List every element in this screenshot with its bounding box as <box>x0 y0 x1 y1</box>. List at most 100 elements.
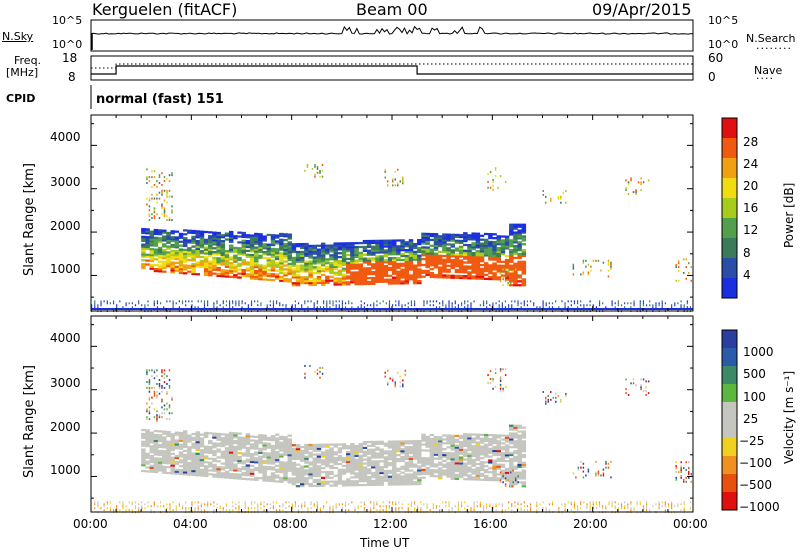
velocity-cell <box>376 503 378 506</box>
power-cell <box>174 238 180 241</box>
power-cell <box>400 247 405 250</box>
power-cell <box>337 261 343 265</box>
power-cell <box>170 255 175 258</box>
power-cell <box>610 265 612 268</box>
power-cell <box>335 300 337 303</box>
velocity-cell <box>169 507 171 510</box>
velocity-cell <box>492 379 494 382</box>
power-cell <box>182 229 188 232</box>
velocity-cell <box>375 477 380 481</box>
power-data <box>91 164 693 313</box>
velocity-cell <box>371 452 376 455</box>
velocity-cell <box>492 463 497 466</box>
power-cell <box>548 302 550 305</box>
velocity-cell <box>228 443 234 446</box>
power-cell <box>351 306 353 309</box>
velocity-cell <box>417 477 422 480</box>
power-cell <box>262 253 267 256</box>
velocity-cell <box>387 458 393 461</box>
power-cell <box>197 306 199 309</box>
power-cell <box>191 268 196 272</box>
power-cell <box>241 270 246 274</box>
power-cell <box>241 245 246 248</box>
power-cell <box>463 271 468 274</box>
power-cell <box>162 262 167 266</box>
velocity-cell <box>358 470 364 473</box>
velocity-cell <box>312 469 318 472</box>
power-cell <box>228 232 234 236</box>
power-cell <box>91 304 93 307</box>
velocity-cell <box>149 470 155 473</box>
power-cell <box>442 233 447 236</box>
velocity-cell <box>385 507 387 510</box>
velocity-cell <box>492 436 497 439</box>
power-cell <box>471 267 476 270</box>
velocity-cell <box>195 460 200 463</box>
power-cell <box>442 266 447 269</box>
power-cell <box>191 241 196 244</box>
velocity-cell <box>178 503 180 506</box>
power-cell <box>366 243 372 247</box>
power-cell <box>149 240 155 243</box>
velocity-cell <box>433 457 439 460</box>
power-cell <box>404 250 410 254</box>
power-cell <box>222 300 224 303</box>
power-cell <box>354 265 359 268</box>
velocity-cell <box>517 475 522 478</box>
velocity-cell <box>228 468 234 472</box>
velocity-cell <box>442 438 447 441</box>
power-cell <box>138 300 140 303</box>
power-cell <box>216 241 221 244</box>
velocity-cell <box>475 445 481 448</box>
velocity-cell <box>149 456 155 460</box>
power-cell <box>304 279 309 283</box>
power-cell <box>195 251 200 254</box>
velocity-cell <box>249 454 255 458</box>
velocity-cell <box>191 460 196 463</box>
velocity-cell <box>387 479 393 482</box>
velocity-cell <box>396 469 401 472</box>
velocity-cell <box>425 457 430 460</box>
velocity-cell <box>146 381 148 383</box>
velocity-cell <box>224 441 230 444</box>
velocity-cell <box>187 450 192 453</box>
power-cell <box>492 248 497 252</box>
power-cell <box>371 276 376 280</box>
power-cell <box>412 246 418 250</box>
velocity-cell <box>371 479 376 483</box>
velocity-cell <box>386 369 389 372</box>
velocity-cell <box>216 444 221 447</box>
power-cell <box>445 306 447 309</box>
power-cell <box>94 302 96 305</box>
power-cell <box>475 263 481 267</box>
power-cell <box>195 230 200 233</box>
velocity-cell <box>220 474 226 477</box>
power-cell <box>216 268 221 272</box>
power-cell <box>301 304 303 307</box>
velocity-cell <box>454 434 460 438</box>
power-cell <box>212 233 217 236</box>
power-cell <box>488 268 493 271</box>
power-cell <box>325 248 330 251</box>
power-cell <box>300 260 305 263</box>
power-cell <box>426 300 428 303</box>
power-cell <box>587 271 590 274</box>
power-cell <box>297 302 300 305</box>
velocity-cell <box>203 503 206 506</box>
velocity-cell <box>580 466 582 469</box>
power-cell <box>467 265 472 268</box>
power-cell <box>191 253 196 256</box>
velocity-cell <box>187 434 192 437</box>
power-cell <box>517 247 522 250</box>
velocity-cell <box>195 442 200 446</box>
velocity-cell <box>470 509 472 512</box>
power-cell <box>141 266 146 270</box>
velocity-cell <box>270 448 276 452</box>
velocity-cell <box>283 469 288 472</box>
velocity-cell <box>580 501 582 504</box>
power-cell <box>479 250 485 253</box>
velocity-cell <box>526 505 529 508</box>
power-cell <box>504 274 510 277</box>
power-cell <box>396 256 401 260</box>
power-cell <box>496 270 501 273</box>
